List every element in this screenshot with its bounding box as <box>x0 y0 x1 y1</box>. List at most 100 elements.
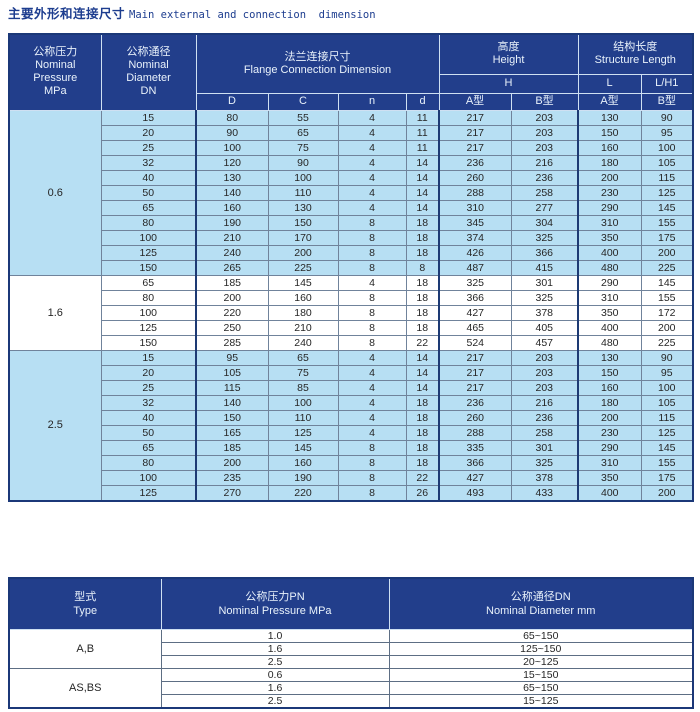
dimension-cell: 120 <box>195 154 269 171</box>
dimension-cell: 4 <box>337 394 407 411</box>
table-row: 20 90 65 4 11 217 203 150 95 <box>9 124 694 141</box>
dimension-cell: 301 <box>510 274 579 291</box>
dimension-cell: 175 <box>640 469 694 486</box>
dimension-cell: 465 <box>438 319 512 336</box>
table-row: 25 115 85 4 14 217 203 160 100 <box>9 379 694 396</box>
dimension-cell: 14 <box>405 199 440 216</box>
dimension-cell: 160 <box>195 199 269 216</box>
dimension-cell: 22 <box>405 469 440 486</box>
dimension-cell: 310 <box>438 199 512 216</box>
dimension-cell: 325 <box>438 274 512 291</box>
dimension-cell: 18 <box>405 424 440 441</box>
dimension-cell: 200 <box>195 289 269 306</box>
dimension-cell: 20 <box>100 364 197 381</box>
dimension-cell: 350 <box>577 304 642 321</box>
pn-cell: 2.5 <box>160 694 390 709</box>
dimension-cell: 26 <box>405 484 440 501</box>
dimension-cell: 260 <box>438 169 512 186</box>
table-row: 125 240 200 8 18 426 366 400 200 <box>9 244 694 261</box>
dimension-cell: 217 <box>438 109 512 126</box>
header-col-D: D <box>195 92 269 111</box>
header-col-d: d <box>405 92 440 111</box>
dimension-cell: 145 <box>640 199 694 216</box>
dimension-cell: 95 <box>195 349 269 366</box>
dimension-cell: 200 <box>577 409 642 426</box>
table-row: A,B 1.0 65~150 <box>8 629 694 669</box>
dimension-cell: 20 <box>100 124 197 141</box>
table-row: 32 140 100 4 18 236 216 180 105 <box>9 394 694 411</box>
dimension-cell: 18 <box>405 289 440 306</box>
dimension-cell: 378 <box>510 304 579 321</box>
dimension-cell: 105 <box>640 394 694 411</box>
dimension-cell: 217 <box>438 379 512 396</box>
dimension-cell: 426 <box>438 244 512 261</box>
dimension-cell: 345 <box>438 214 512 231</box>
dimension-cell: 190 <box>267 469 339 486</box>
dimension-cell: 18 <box>405 244 440 261</box>
dimension-cell: 4 <box>337 109 407 126</box>
dimension-cell: 180 <box>267 304 339 321</box>
dimension-cell: 350 <box>577 469 642 486</box>
dimension-cell: 200 <box>640 484 694 501</box>
dimension-cell: 160 <box>267 454 339 471</box>
table-row: 40 150 110 4 18 260 236 200 115 <box>9 409 694 426</box>
dimension-cell: 8 <box>337 484 407 501</box>
dimension-cell: 22 <box>405 334 440 351</box>
dimension-cell: 155 <box>640 454 694 471</box>
dimension-cell: 240 <box>267 334 339 351</box>
dimension-cell: 110 <box>267 184 339 201</box>
dimension-cell: 415 <box>510 259 579 276</box>
dimension-cell: 4 <box>337 364 407 381</box>
dimension-cell: 270 <box>195 484 269 501</box>
dimension-cell: 125 <box>640 424 694 441</box>
dimension-cell: 150 <box>577 124 642 141</box>
dimension-cell: 18 <box>405 214 440 231</box>
dimension-cell: 130 <box>577 349 642 366</box>
dn-range-cell: 15~150 <box>388 668 694 682</box>
dimension-cell: 80 <box>100 214 197 231</box>
dimension-cell: 125 <box>100 244 197 261</box>
header-nominal-pressure: 公称压力 Nominal Pressure MPa <box>8 33 102 111</box>
dimension-cell: 18 <box>405 409 440 426</box>
dn-range-cell: 65~150 <box>388 681 694 695</box>
dimension-cell: 180 <box>577 394 642 411</box>
page-title-zh: 主要外形和连接尺寸 <box>8 7 126 21</box>
header-height: 高度 Height <box>438 33 579 75</box>
dimension-cell: 480 <box>577 334 642 351</box>
dimension-cell: 140 <box>195 394 269 411</box>
dimension-cell: 8 <box>337 229 407 246</box>
dimension-cell: 170 <box>267 229 339 246</box>
dimension-cell: 203 <box>510 379 579 396</box>
dimension-cell: 11 <box>405 139 440 156</box>
dimension-cell: 427 <box>438 469 512 486</box>
dimension-cell: 165 <box>195 424 269 441</box>
dimension-cell: 4 <box>337 154 407 171</box>
dimension-cell: 100 <box>267 394 339 411</box>
dimension-cell: 80 <box>100 454 197 471</box>
dimension-cell: 225 <box>267 259 339 276</box>
dimension-cell: 4 <box>337 424 407 441</box>
dimension-cell: 4 <box>337 379 407 396</box>
pn-cell: 1.6 <box>160 642 390 656</box>
dimension-cell: 400 <box>577 244 642 261</box>
dimension-cell: 8 <box>405 259 440 276</box>
dimension-cell: 203 <box>510 109 579 126</box>
dimension-cell: 145 <box>640 439 694 456</box>
dimension-cell: 250 <box>195 319 269 336</box>
dimension-cell: 90 <box>640 349 694 366</box>
dimension-cell: 180 <box>577 154 642 171</box>
dimension-cell: 65 <box>100 439 197 456</box>
dimension-cell: 335 <box>438 439 512 456</box>
dimension-cell: 11 <box>405 124 440 141</box>
header-col-n: n <box>337 92 407 111</box>
dimension-cell: 90 <box>640 109 694 126</box>
table-row: 65 160 130 4 14 310 277 290 145 <box>9 199 694 216</box>
dimension-cell: 200 <box>640 244 694 261</box>
header-col-C: C <box>267 92 339 111</box>
dimension-cell: 190 <box>195 214 269 231</box>
pressure-group-cell: 0.6 <box>8 109 102 276</box>
dimension-cell: 487 <box>438 259 512 276</box>
dimension-cell: 50 <box>100 184 197 201</box>
dimension-cell: 4 <box>337 409 407 426</box>
dimension-cell: 18 <box>405 274 440 291</box>
